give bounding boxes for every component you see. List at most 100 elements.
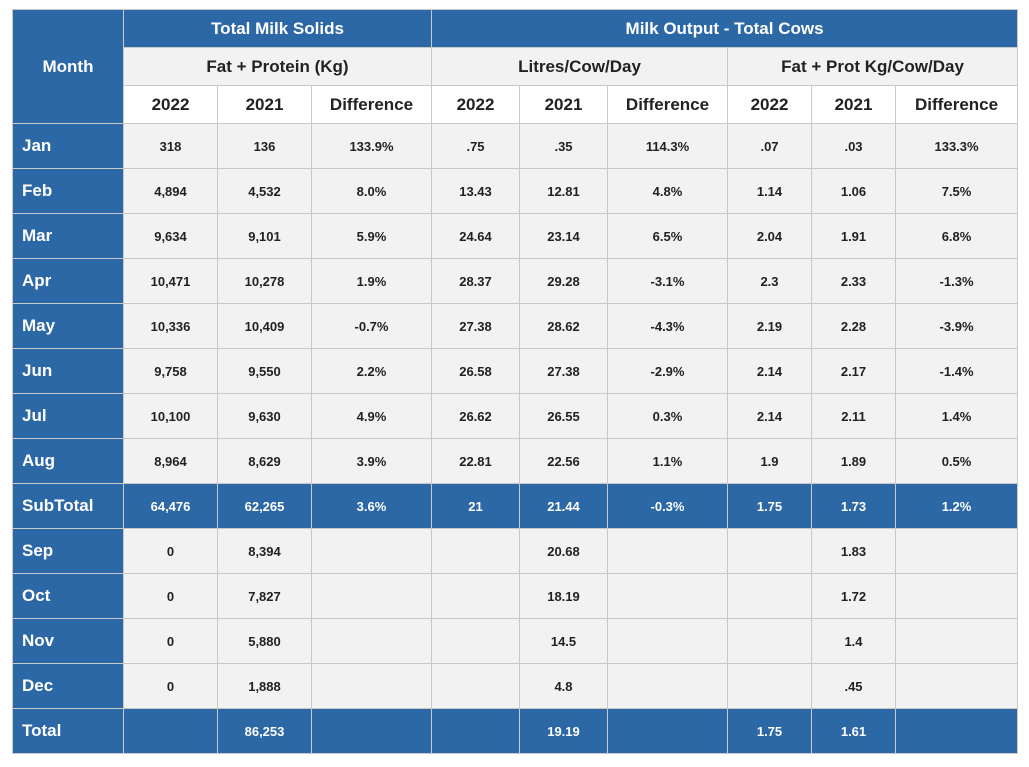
value-cell: 3.9% xyxy=(311,438,432,484)
month-cell: Sep xyxy=(12,528,124,574)
month-header: Month xyxy=(12,9,124,124)
subtotal-row: SubTotal 64,476 62,265 3.6% 21 21.44 -0.3% 1.75… xyxy=(12,483,1019,529)
value-cell: 1.06 xyxy=(811,168,896,214)
value-cell: 318 xyxy=(123,123,218,169)
value-cell xyxy=(607,618,728,664)
value-cell: 28.37 xyxy=(431,258,520,304)
value-cell xyxy=(311,528,432,574)
month-cell: Jun xyxy=(12,348,124,394)
value-cell: 7.5% xyxy=(894,168,1019,214)
value-cell: 0 xyxy=(123,528,218,574)
value-cell: 9,634 xyxy=(123,213,218,259)
value-cell xyxy=(727,573,812,619)
value-cell: 1.61 xyxy=(811,708,896,754)
table-row: Jan 318 136 133.9% .75.35 114.3% .07.03 133.3% xyxy=(12,123,1019,169)
difference-header: Difference xyxy=(607,85,728,124)
value-cell: 19.19 xyxy=(519,708,608,754)
value-cell: 9,758 xyxy=(123,348,218,394)
value-cell: 62,265 xyxy=(217,483,312,529)
value-cell xyxy=(607,528,728,574)
value-cell: 18.19 xyxy=(519,573,608,619)
value-cell: 24.64 xyxy=(431,213,520,259)
value-cell: 10,336 xyxy=(123,303,218,349)
year-2022-header: 2022 xyxy=(123,85,218,124)
value-cell: 2.11 xyxy=(811,393,896,439)
value-cell: 8,964 xyxy=(123,438,218,484)
table-row: Nov 0 5,880 14.5 1.4 xyxy=(12,618,1019,664)
value-cell: 1.75 xyxy=(727,483,812,529)
year-2021-header: 2021 xyxy=(217,85,312,124)
value-cell: 0.5% xyxy=(894,438,1019,484)
value-cell: 1.83 xyxy=(811,528,896,574)
value-cell xyxy=(311,573,432,619)
value-cell: 5.9% xyxy=(311,213,432,259)
value-cell: 1.2% xyxy=(894,483,1019,529)
table-row: Aug 8,964 8,629 3.9% 22.81 22.56 1.1% 1.9 1.89 0.… xyxy=(12,438,1019,484)
value-cell xyxy=(894,708,1019,754)
value-cell: 1.73 xyxy=(811,483,896,529)
value-cell: 3.6% xyxy=(311,483,432,529)
difference-header: Difference xyxy=(894,85,1019,124)
value-cell: 13.43 xyxy=(431,168,520,214)
value-cell: 133.9% xyxy=(311,123,432,169)
value-cell: 1.9% xyxy=(311,258,432,304)
table-body: Jan 318 136 133.9% .75.35 114.3% .07.03 133.3% F… xyxy=(12,123,1019,754)
table-row: Jul 10,100 9,630 4.9% 26.62 26.55 0.3% 2.14 2.11… xyxy=(12,393,1019,439)
month-cell: Oct xyxy=(12,573,124,619)
value-cell: 6.8% xyxy=(894,213,1019,259)
year-2022-header: 2022 xyxy=(431,85,520,124)
value-cell xyxy=(607,573,728,619)
value-cell: -2.9% xyxy=(607,348,728,394)
value-cell: 1.14 xyxy=(727,168,812,214)
year-2022-header: 2022 xyxy=(727,85,812,124)
value-cell: 2.2% xyxy=(311,348,432,394)
table-row: May 10,336 10,409 -0.7% 27.38 28.62 -4.3% 2.19 2… xyxy=(12,303,1019,349)
value-cell: 0 xyxy=(123,573,218,619)
value-cell: 64,476 xyxy=(123,483,218,529)
month-cell: Feb xyxy=(12,168,124,214)
value-cell: 27.38 xyxy=(519,348,608,394)
value-cell: 10,100 xyxy=(123,393,218,439)
difference-header: Difference xyxy=(311,85,432,124)
table-row: Dec 0 1,888 4.8 .45 xyxy=(12,663,1019,709)
value-cell: 22.81 xyxy=(431,438,520,484)
value-cell: -0.3% xyxy=(607,483,728,529)
value-cell: 22.56 xyxy=(519,438,608,484)
value-cell xyxy=(311,618,432,664)
value-cell: 21 xyxy=(431,483,520,529)
value-cell: 8.0% xyxy=(311,168,432,214)
value-cell: 26.55 xyxy=(519,393,608,439)
table-row: Mar 9,634 9,101 5.9% 24.64 23.14 6.5% 2.04 1.91 6… xyxy=(12,213,1019,259)
table-row: Feb 4,894 4,532 8.0% 13.43 12.81 4.8% 1.14 1.06 7… xyxy=(12,168,1019,214)
value-cell: 86,253 xyxy=(217,708,312,754)
value-cell: 1.72 xyxy=(811,573,896,619)
value-cell xyxy=(727,528,812,574)
value-cell: 1.89 xyxy=(811,438,896,484)
value-cell: .07 xyxy=(727,123,812,169)
value-cell: 4.8% xyxy=(607,168,728,214)
value-cell: 9,550 xyxy=(217,348,312,394)
value-cell xyxy=(431,528,520,574)
value-cell: 0 xyxy=(123,618,218,664)
month-cell: Nov xyxy=(12,618,124,664)
table-row: Apr 10,471 10,278 1.9% 28.37 29.28 -3.1% 2.3 2.3… xyxy=(12,258,1019,304)
value-cell: 29.28 xyxy=(519,258,608,304)
value-cell: 4,532 xyxy=(217,168,312,214)
value-cell xyxy=(123,708,218,754)
value-cell: 1.1% xyxy=(607,438,728,484)
value-cell xyxy=(894,663,1019,709)
value-cell: 26.62 xyxy=(431,393,520,439)
value-cell: 2.33 xyxy=(811,258,896,304)
litres-cow-day-header: Litres/Cow/Day xyxy=(431,47,728,86)
milk-table-container: Month Total Milk Solids Milk Output - To… xyxy=(12,9,1019,754)
value-cell: 2.14 xyxy=(727,348,812,394)
table-row: Sep 0 8,394 20.68 1.83 xyxy=(12,528,1019,574)
value-cell xyxy=(431,573,520,619)
value-cell: 28.62 xyxy=(519,303,608,349)
value-cell: 27.38 xyxy=(431,303,520,349)
value-cell: .35 xyxy=(519,123,608,169)
value-cell xyxy=(607,663,728,709)
value-cell xyxy=(431,663,520,709)
value-cell xyxy=(727,618,812,664)
month-cell: Total xyxy=(12,708,124,754)
